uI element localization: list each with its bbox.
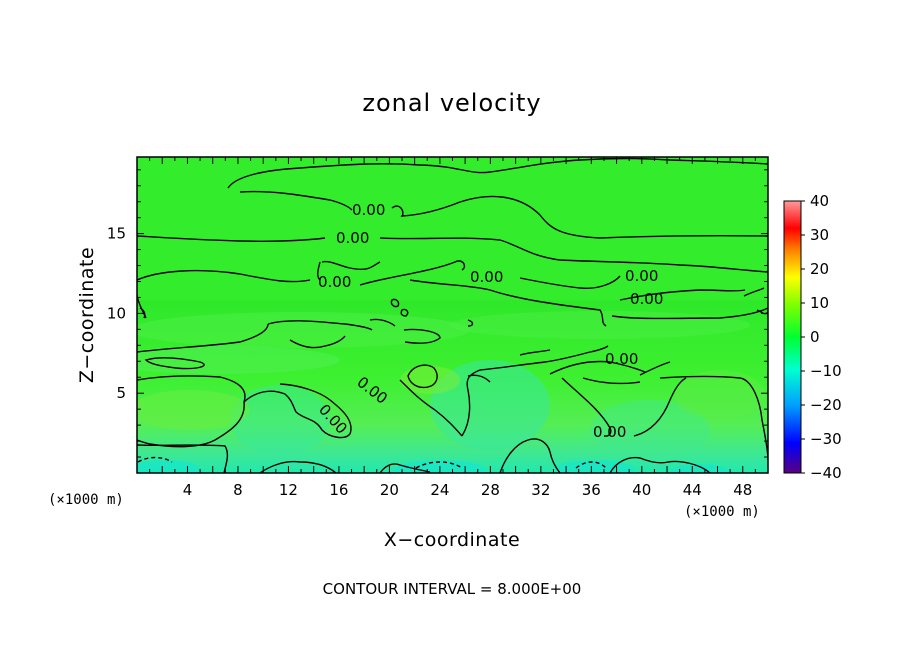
velocity-field: 0.00 0.00 0.00 0.00 0.00 0.00 0.00 0.00 … bbox=[137, 157, 768, 473]
x-tick-label: 16 bbox=[329, 481, 348, 499]
colorbar-tick-label: 10 bbox=[810, 294, 829, 312]
contour-label: 0.00 bbox=[318, 273, 351, 291]
colorbar bbox=[783, 200, 802, 474]
chart-title: zonal velocity bbox=[362, 89, 541, 117]
x-axis-unit-right: (×1000 m) bbox=[684, 504, 760, 520]
x-tick-label: 48 bbox=[733, 481, 752, 499]
colorbar-tick-label: 40 bbox=[810, 192, 829, 210]
x-tick-label: 32 bbox=[531, 481, 550, 499]
colorbar-tick-label: 0 bbox=[810, 328, 820, 346]
x-tick-label: 24 bbox=[430, 481, 449, 499]
colorbar-tick-label: 20 bbox=[810, 260, 829, 278]
colorbar-tick-label: −40 bbox=[810, 464, 842, 482]
x-tick-label: 12 bbox=[279, 481, 298, 499]
contour-label: 0.00 bbox=[593, 423, 626, 441]
x-tick-label: 44 bbox=[683, 481, 702, 499]
contour-label: 0.00 bbox=[625, 267, 658, 285]
x-tick-label: 4 bbox=[183, 481, 193, 499]
y-tick-label: 5 bbox=[116, 384, 126, 402]
contour-label: 0.00 bbox=[605, 350, 638, 368]
colorbar-tick-label: 30 bbox=[810, 226, 829, 244]
x-tick-label: 36 bbox=[582, 481, 601, 499]
contour-lines bbox=[137, 157, 768, 473]
colorbar-ticks: 40 30 20 10 0 −10 −20 −30 −40 bbox=[801, 192, 842, 482]
colorbar-tick-label: −20 bbox=[810, 396, 842, 414]
y-tick-label: 15 bbox=[107, 225, 126, 243]
colorbar-tick-label: −10 bbox=[810, 362, 842, 380]
y-tick-label: 10 bbox=[107, 304, 126, 322]
x-tick-label: 40 bbox=[632, 481, 651, 499]
y-axis: 5 10 15 bbox=[107, 169, 768, 458]
contour-interval-note: CONTOUR INTERVAL = 8.000E+00 bbox=[323, 580, 582, 598]
contour-label: 0.00 bbox=[470, 268, 503, 286]
contour-label: 0.00 bbox=[630, 290, 663, 308]
contour-label: 0.00 bbox=[352, 201, 385, 219]
x-axis-unit-left: (×1000 m) bbox=[48, 492, 124, 508]
x-axis: 4 8 12 16 20 24 28 32 36 40 44 48 bbox=[149, 157, 756, 499]
x-tick-label: 20 bbox=[380, 481, 399, 499]
y-axis-title: Z−coordinate bbox=[76, 247, 98, 383]
x-tick-label: 28 bbox=[481, 481, 500, 499]
x-axis-title: X−coordinate bbox=[384, 529, 520, 551]
contour-label: 0.00 bbox=[336, 229, 369, 247]
x-tick-label: 8 bbox=[233, 481, 243, 499]
colorbar-tick-label: −30 bbox=[810, 430, 842, 448]
